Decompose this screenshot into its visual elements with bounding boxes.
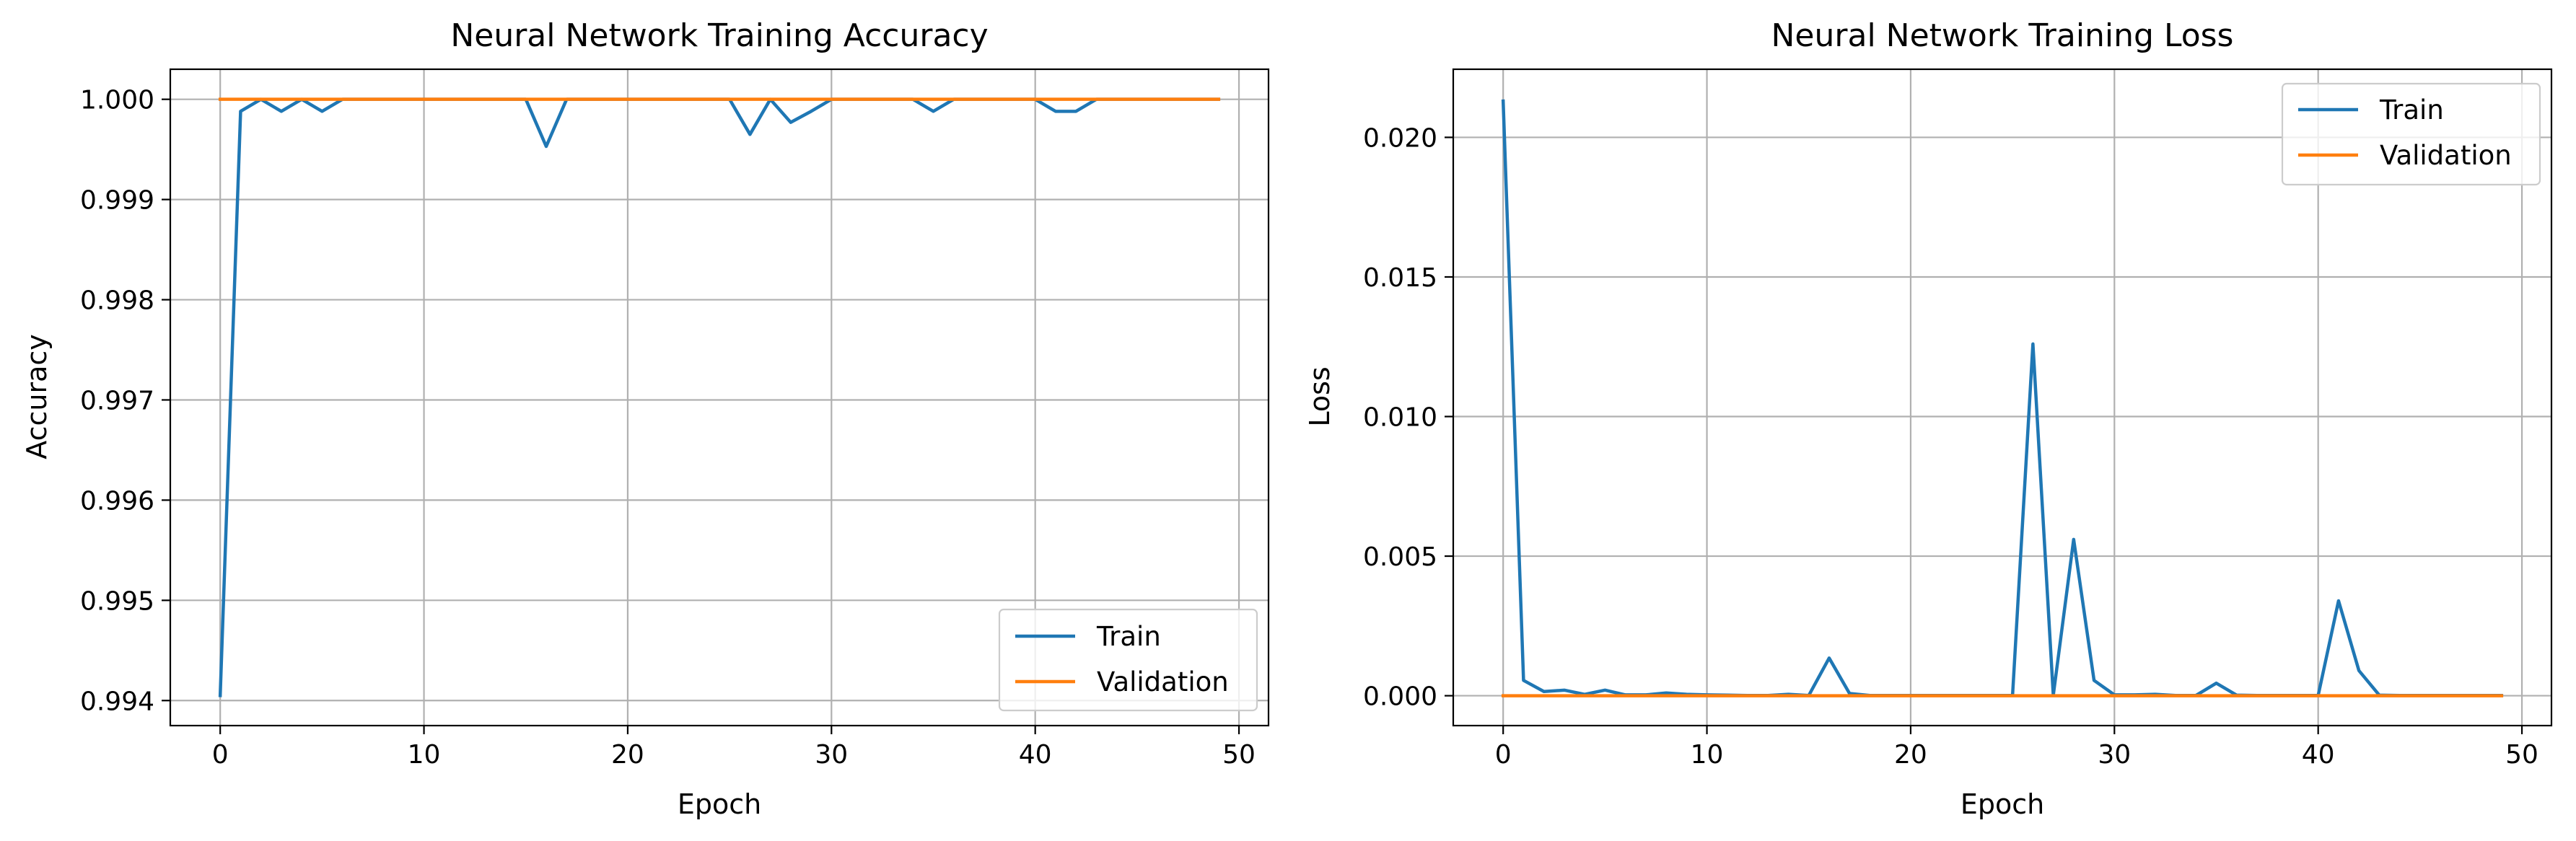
loss-x-tick-label: 0 — [1495, 740, 1512, 770]
loss-axes-frame — [1452, 68, 2553, 727]
accuracy-y-tick-label: 0.996 — [80, 486, 154, 516]
loss-y-tick-label: 0.020 — [1363, 123, 1437, 153]
accuracy-x-tick-label: 50 — [1222, 740, 1256, 770]
accuracy-x-tick-label: 40 — [1019, 740, 1052, 770]
accuracy-x-tick-label: 20 — [611, 740, 644, 770]
accuracy-y-axis-label: Accuracy — [21, 334, 53, 459]
loss-legend-validation-label: Validation — [2380, 140, 2512, 171]
loss-x-tick-label: 50 — [2505, 740, 2538, 770]
loss-y-tick-label: 0.005 — [1363, 542, 1437, 572]
loss-y-tick-label: 0.010 — [1363, 403, 1437, 433]
accuracy-y-tick-label: 1.000 — [80, 86, 154, 115]
loss-x-tick-label: 20 — [1894, 740, 1927, 770]
loss-x-tick-label: 30 — [2098, 740, 2131, 770]
loss-axis-ticks: 0 10 20 30 40 50 0.000 0.005 0.010 0.015 0.020 — [1363, 123, 2538, 770]
loss-x-tick-label: 10 — [1691, 740, 1724, 770]
loss-x-axis-label: Epoch — [1961, 788, 2044, 820]
loss-x-tick-label: 40 — [2302, 740, 2335, 770]
accuracy-x-tick-label: 0 — [212, 740, 229, 770]
accuracy-y-tick-label: 0.997 — [80, 386, 154, 415]
accuracy-y-tick-label: 0.994 — [80, 687, 154, 716]
accuracy-legend: Train Validation — [998, 608, 1258, 712]
loss-y-axis-label: Loss — [1304, 366, 1336, 426]
loss-series-group — [1501, 99, 2504, 697]
accuracy-legend-train-label: Train — [1096, 621, 1161, 652]
accuracy-legend-validation-label: Validation — [1097, 666, 1229, 697]
loss-legend-train-label: Train — [2379, 94, 2444, 126]
accuracy-chart-title: Neural Network Training Accuracy — [450, 17, 988, 54]
loss-legend: Train Validation — [2281, 82, 2541, 186]
accuracy-axes-frame — [169, 68, 1270, 727]
accuracy-x-tick-label: 10 — [408, 740, 441, 770]
accuracy-series-group — [218, 97, 1221, 697]
accuracy-y-tick-label: 0.999 — [80, 186, 154, 216]
accuracy-y-tick-label: 0.998 — [80, 286, 154, 316]
accuracy-y-tick-label: 0.995 — [80, 586, 154, 616]
accuracy-x-tick-label: 30 — [815, 740, 848, 770]
loss-y-tick-label: 0.015 — [1363, 263, 1437, 293]
loss-y-tick-label: 0.000 — [1363, 682, 1437, 712]
loss-chart-title: Neural Network Training Loss — [1771, 17, 2234, 54]
accuracy-chart-panel: Neural Network Training Accuracy Epoch A… — [21, 17, 1270, 820]
accuracy-x-axis-label: Epoch — [678, 788, 761, 820]
loss-chart-panel: Neural Network Training Loss Epoch Loss … — [1304, 17, 2553, 820]
accuracy-axis-ticks: 0 10 20 30 40 50 0.994 0.995 0.996 0.997 0.998 0.99… — [80, 86, 1256, 770]
